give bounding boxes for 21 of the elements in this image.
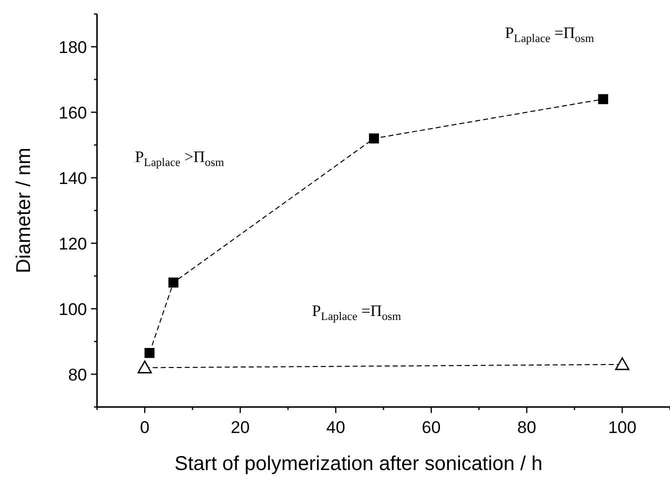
point <box>168 278 178 288</box>
annotation: P$_{Laplace}$ =Π$_{osm}$ <box>505 25 594 45</box>
annotation: P$_{Laplace}$ =Π$_{osm}$ <box>312 303 402 323</box>
y-tick-label: 180 <box>58 38 87 57</box>
point <box>598 94 608 104</box>
y-tick-label: 120 <box>58 234 87 254</box>
x-tick-label: 60 <box>422 418 441 437</box>
y-tick-label: 160 <box>58 103 87 122</box>
x-tick-label: 100 <box>608 418 636 437</box>
x-tick-label: 0 <box>140 418 150 437</box>
x-tick-label: 20 <box>230 418 250 437</box>
x-axis-title: Start of polymerization after sonication / h <box>174 453 542 475</box>
y-axis-title: Diameter / nm <box>13 148 35 274</box>
y-tick-label: 140 <box>58 168 87 188</box>
y-tick-label: 100 <box>58 300 87 319</box>
point <box>144 348 155 358</box>
point <box>368 133 379 144</box>
y-tick-label: 80 <box>68 365 87 384</box>
annotation: P$_{Laplace}$ >Π$_{osm}$ <box>135 149 224 169</box>
x-tick-label: 80 <box>517 418 536 437</box>
x-tick-label: 40 <box>326 418 346 437</box>
